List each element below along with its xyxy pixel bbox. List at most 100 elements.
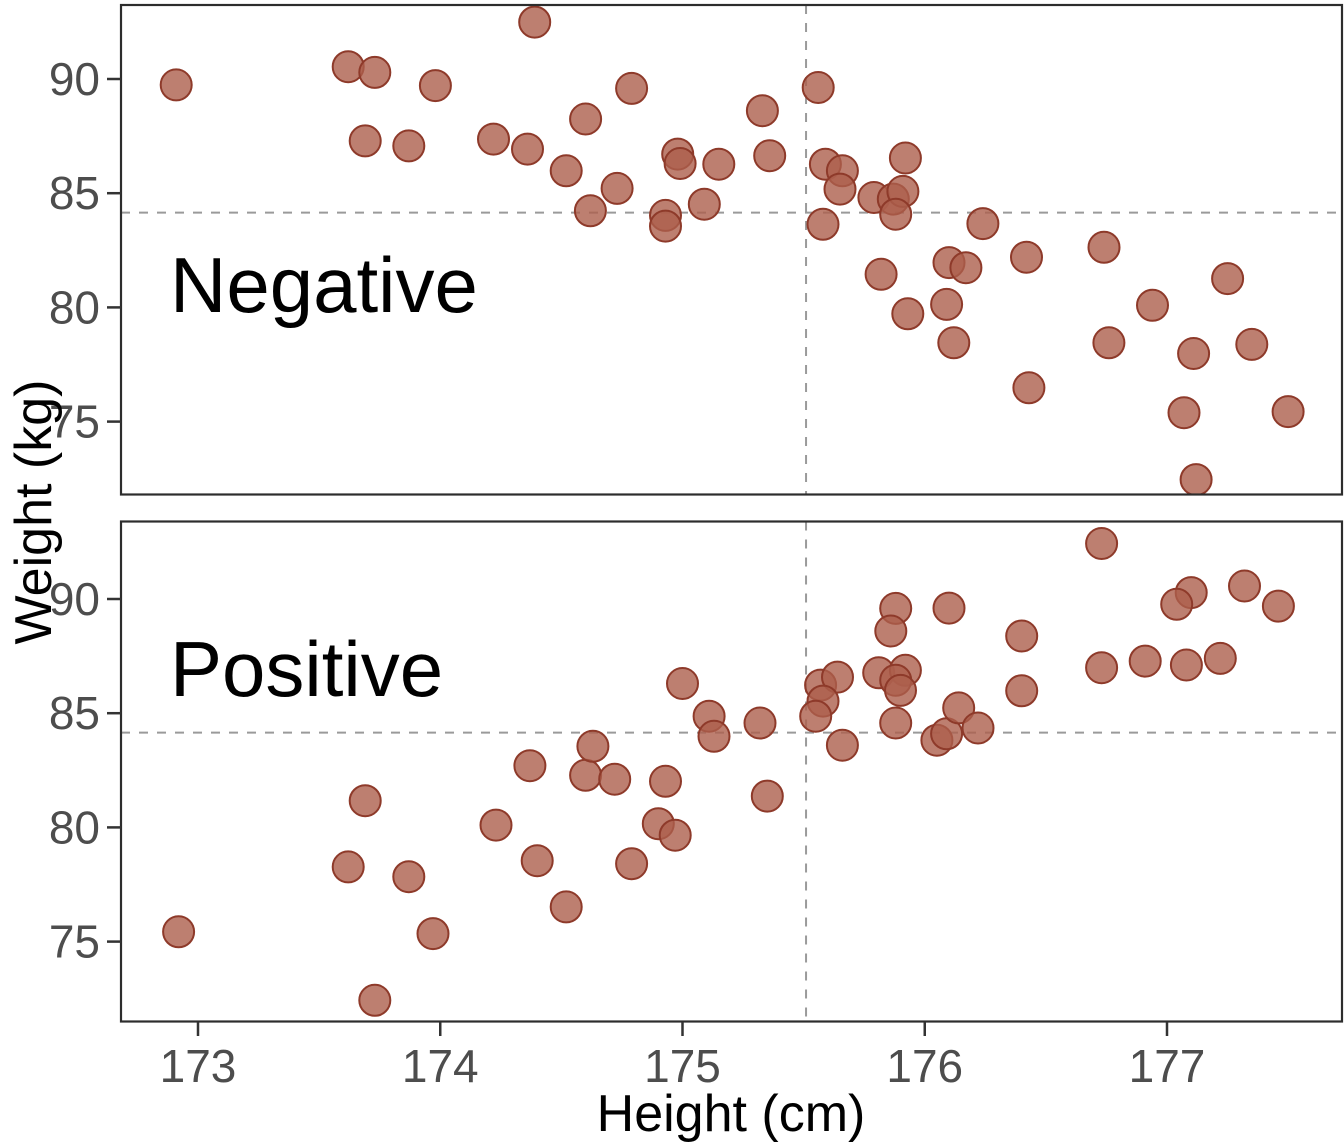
data-point — [520, 844, 554, 878]
data-point — [961, 711, 995, 745]
data-point — [966, 207, 1000, 241]
data-point — [162, 915, 196, 949]
data-point — [874, 614, 908, 648]
data-point — [891, 297, 925, 331]
y-tick-label: 85 — [49, 167, 100, 219]
data-point — [1261, 589, 1295, 623]
data-point — [864, 257, 898, 291]
data-point — [615, 847, 649, 881]
y-tick-label: 90 — [49, 573, 100, 625]
facet-label-positive: Positive — [170, 625, 444, 713]
data-point — [615, 71, 649, 105]
data-point — [1203, 641, 1237, 675]
data-point — [697, 719, 731, 753]
panel-border — [119, 520, 1344, 1023]
data-point — [348, 124, 382, 158]
data-point — [702, 147, 736, 181]
data-point — [1092, 326, 1126, 360]
data-point — [576, 729, 610, 763]
data-point — [331, 50, 365, 84]
panel-border — [119, 3, 1344, 496]
data-point — [418, 69, 452, 103]
data-point — [1177, 337, 1211, 370]
data-point — [518, 6, 552, 39]
data-point — [511, 132, 544, 166]
data-point — [932, 591, 966, 625]
data-point — [1085, 651, 1119, 685]
data-point — [1167, 396, 1201, 430]
data-point — [1085, 527, 1119, 560]
y-axis-title: Weight (kg) — [5, 379, 63, 645]
data-point — [801, 71, 835, 104]
x-tick-label: 175 — [644, 1040, 721, 1092]
y-tick-label: 80 — [49, 281, 100, 333]
x-tick-label: 177 — [1129, 1040, 1206, 1092]
data-point — [1228, 569, 1261, 603]
data-point — [549, 890, 583, 924]
data-point — [879, 706, 913, 740]
panel-negative — [122, 6, 1341, 494]
data-point — [937, 326, 971, 360]
data-point — [479, 808, 513, 842]
data-point — [331, 850, 365, 884]
data-point — [1160, 587, 1194, 621]
data-point — [598, 762, 632, 796]
data-point — [416, 917, 450, 951]
data-point — [821, 660, 854, 694]
data-point — [743, 706, 777, 740]
data-point — [1005, 674, 1039, 708]
x-tick-label: 176 — [886, 1040, 963, 1092]
data-point — [750, 779, 784, 813]
facet-label-negative: Negative — [170, 241, 478, 329]
data-point — [745, 94, 779, 128]
data-point — [159, 68, 193, 102]
data-point — [358, 983, 392, 1017]
data-point — [649, 764, 682, 798]
data-point — [1271, 395, 1305, 429]
data-point — [649, 209, 682, 243]
data-point — [799, 699, 833, 733]
data-point — [1012, 371, 1046, 405]
data-point — [1010, 240, 1043, 274]
data-point — [477, 122, 510, 156]
panel-positive — [122, 522, 1341, 1021]
data-point — [1087, 230, 1121, 264]
data-point — [358, 55, 392, 89]
x-tick-label: 173 — [160, 1040, 237, 1092]
data-point — [663, 147, 697, 180]
data-point — [806, 207, 840, 241]
data-point — [942, 691, 976, 725]
data-point — [1128, 644, 1162, 678]
data-point — [753, 139, 787, 173]
x-axis-title: Height (cm) — [596, 1085, 866, 1142]
data-point — [573, 194, 607, 228]
data-point — [569, 758, 603, 792]
data-point — [1005, 619, 1039, 653]
data-point — [823, 172, 857, 206]
data-point — [687, 187, 721, 221]
data-point — [1235, 327, 1269, 361]
data-point — [825, 728, 859, 762]
x-tick-label: 174 — [402, 1040, 479, 1092]
data-point — [1211, 262, 1245, 296]
data-point — [949, 251, 983, 285]
data-point — [884, 673, 917, 707]
y-tick-label: 90 — [49, 53, 100, 105]
y-tick-label: 75 — [49, 396, 100, 448]
data-point — [513, 749, 547, 783]
data-point — [666, 667, 699, 700]
data-point — [600, 171, 634, 205]
data-point — [392, 129, 426, 163]
y-tick-label: 85 — [49, 687, 100, 739]
data-point — [658, 818, 692, 852]
data-point — [392, 860, 426, 894]
data-point — [549, 154, 583, 188]
y-tick-label: 80 — [49, 801, 100, 853]
data-point — [1179, 463, 1213, 494]
data-point — [879, 197, 913, 231]
data-point — [888, 141, 922, 175]
data-point — [348, 784, 382, 818]
data-point — [1169, 648, 1203, 682]
